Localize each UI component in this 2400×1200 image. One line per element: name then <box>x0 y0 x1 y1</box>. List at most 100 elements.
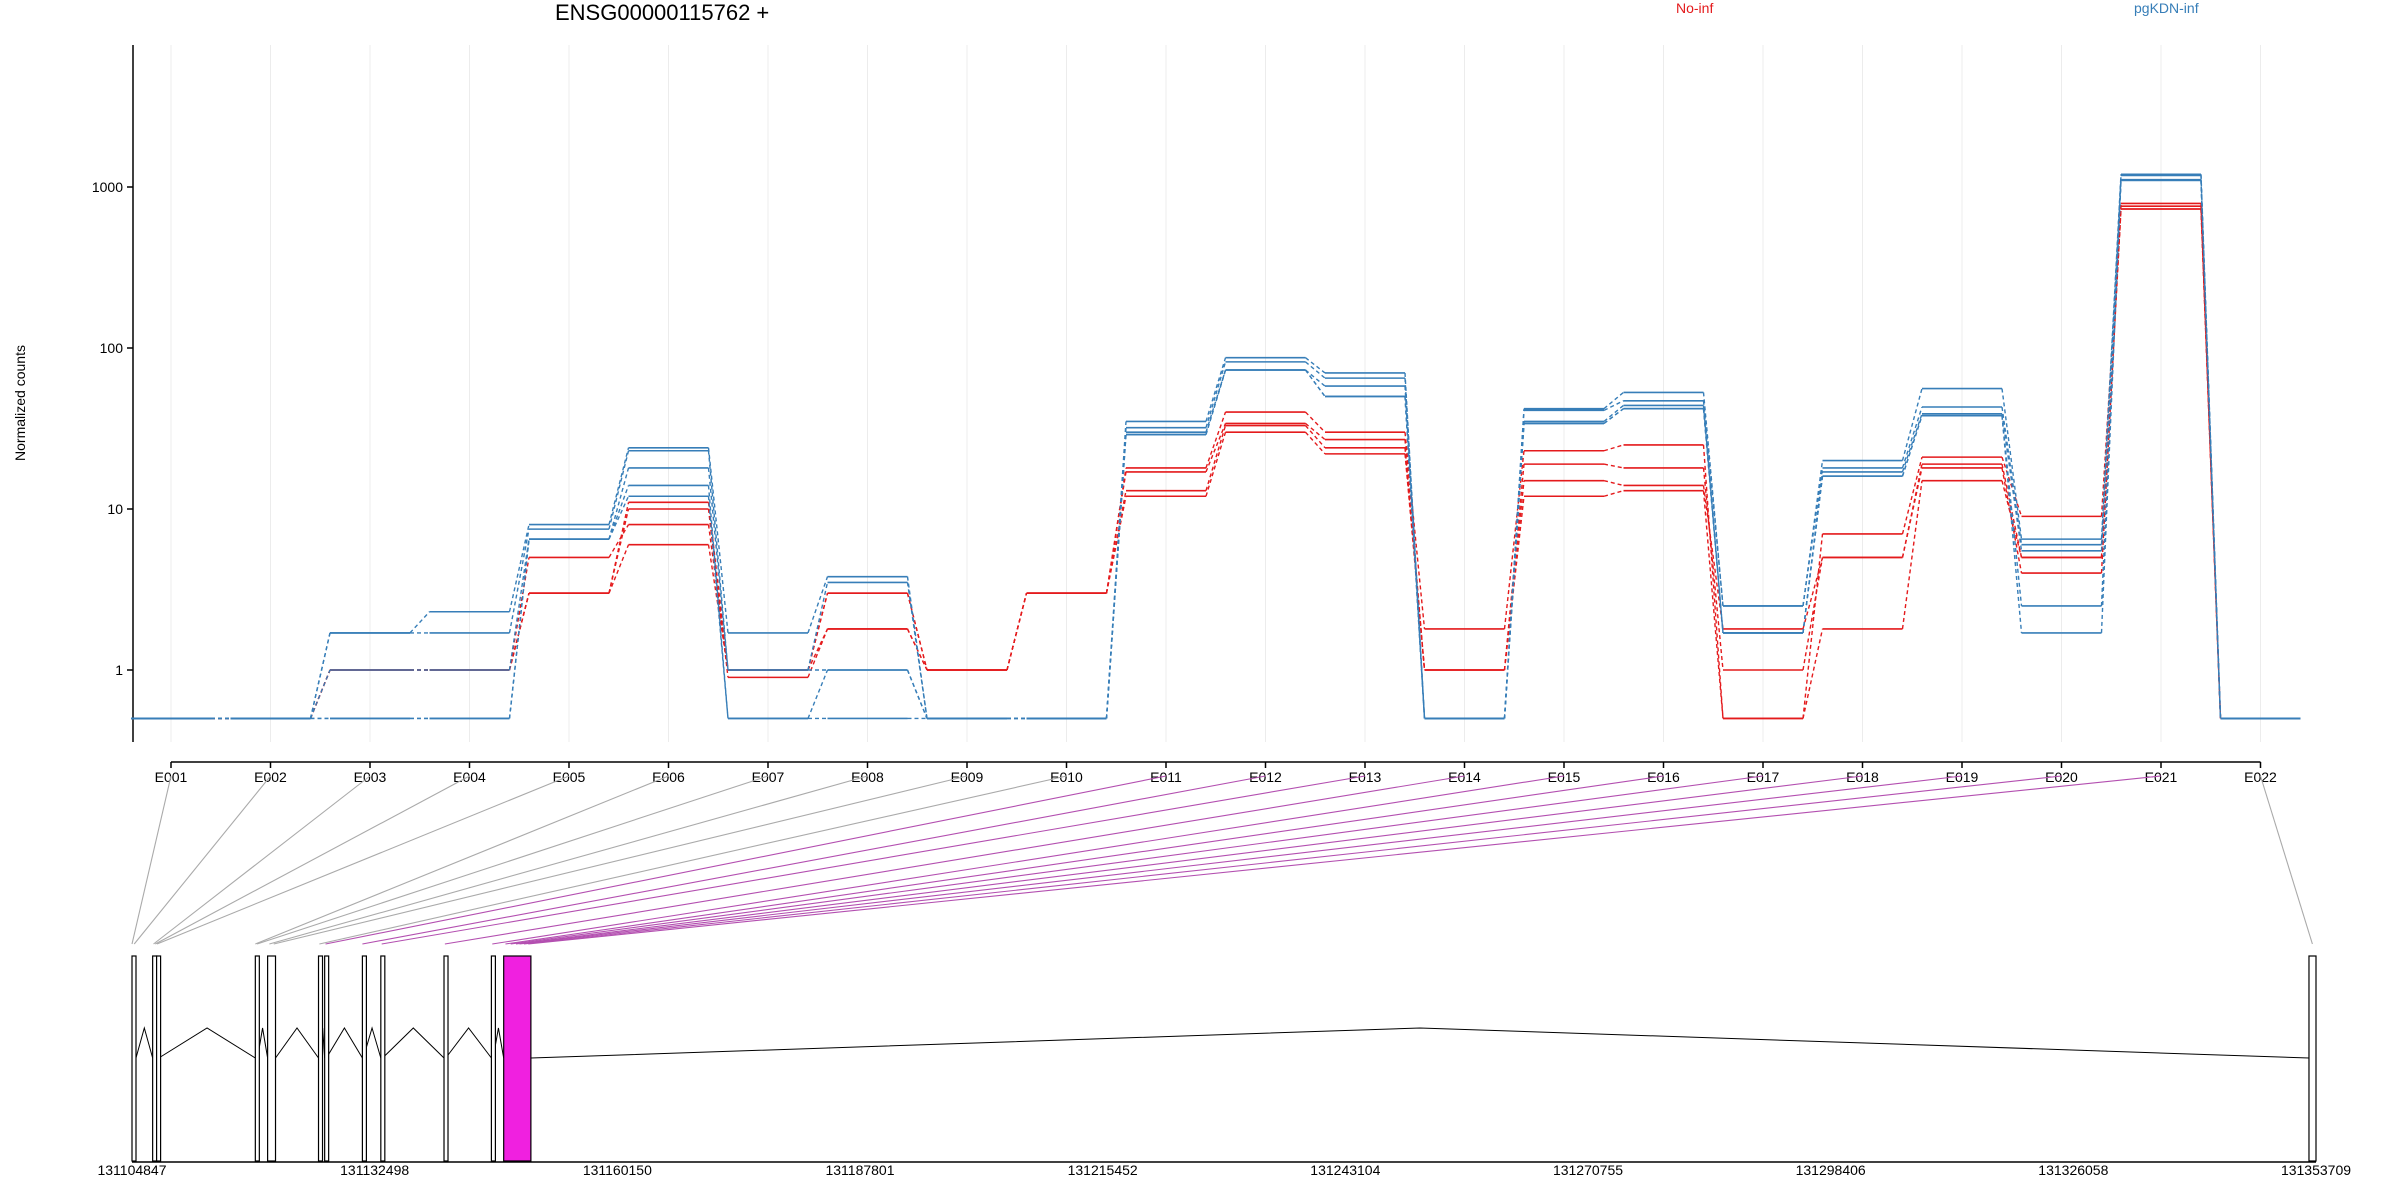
series-connector <box>2001 388 2023 540</box>
series-connector <box>1603 404 1624 422</box>
exon-box <box>361 955 367 1162</box>
series-connector <box>807 628 829 671</box>
exon-box <box>490 955 497 1162</box>
exon-link <box>255 775 669 945</box>
exon-link <box>256 775 769 945</box>
series-connector <box>2001 406 2023 545</box>
intron <box>135 1026 154 1059</box>
genomic-tick-label: 131187801 <box>825 1162 894 1178</box>
y-tick-label: 10 <box>107 501 123 517</box>
series-connector <box>1603 400 1624 411</box>
exon-link <box>528 775 2162 945</box>
series-pgkdn-inf-6 <box>131 174 2301 720</box>
exon-box <box>155 955 162 1162</box>
series-pgkdn-inf-5 <box>131 173 2301 720</box>
x-tick-label-e016: E016 <box>1647 769 1680 785</box>
series-connector <box>2100 180 2122 633</box>
series-connector <box>2001 415 2023 633</box>
exon-box <box>380 955 386 1162</box>
exon-highlight <box>503 955 532 1162</box>
x-tick-label-e010: E010 <box>1050 769 1083 785</box>
series-connector <box>807 593 829 671</box>
series-pgkdn-inf-9 <box>131 179 2301 720</box>
y-tick-label: 1000 <box>92 179 123 195</box>
y-tick-label: 1 <box>115 662 123 678</box>
series-connector <box>1702 444 1724 719</box>
intron <box>325 1027 363 1059</box>
series-connector <box>608 495 630 540</box>
series-connector <box>2200 180 2222 719</box>
exon-box <box>131 955 137 1162</box>
series-connector <box>906 582 928 719</box>
series-connector <box>1205 423 1227 473</box>
series-connector <box>1404 432 1426 629</box>
series-connector <box>1901 480 1923 629</box>
exon-box <box>443 955 449 1162</box>
genomic-tick-label: 131160150 <box>583 1162 652 1178</box>
series-connector <box>1901 415 1923 477</box>
series-connector <box>1702 400 1724 606</box>
exon-box <box>254 955 260 1162</box>
intron <box>530 1027 2309 1059</box>
genomic-tick-label: 131270755 <box>1553 1162 1623 1178</box>
series-connector <box>508 528 530 634</box>
exon-link <box>269 775 868 945</box>
series-connector <box>1603 408 1624 424</box>
series-connector <box>1304 431 1326 455</box>
x-tick-label-e012: E012 <box>1249 769 1282 785</box>
x-tick-label-e017: E017 <box>1747 769 1780 785</box>
x-tick-label-e018: E018 <box>1846 769 1879 785</box>
genomic-tick-label: 131326058 <box>2038 1162 2108 1178</box>
genomic-tick-label: 131243104 <box>1310 1162 1380 1178</box>
series-connector <box>1404 396 1426 719</box>
exon-link <box>515 775 1863 945</box>
series-connector <box>1205 357 1227 422</box>
exon-link <box>492 775 1565 945</box>
series-connector <box>1901 406 1923 469</box>
x-tick-label-e006: E006 <box>652 769 685 785</box>
series-connector <box>1305 357 1326 374</box>
series-connector <box>1503 423 1525 719</box>
series-connector <box>1603 463 1624 469</box>
series-connector <box>1006 593 1028 671</box>
exon-link <box>153 775 371 945</box>
exon-link <box>155 775 470 945</box>
x-tick-label-e015: E015 <box>1548 769 1581 785</box>
exon-box <box>2308 955 2317 1162</box>
series-connector <box>608 544 630 594</box>
x-tick-label-e014: E014 <box>1448 769 1481 785</box>
series-connector <box>608 502 630 594</box>
exon-link <box>362 775 1266 945</box>
series-connector <box>1901 467 1923 558</box>
series-connector <box>1901 413 1923 473</box>
legend-pgkdn-inf: pgKDN-inf <box>2134 0 2199 16</box>
series-connector <box>1105 496 1127 594</box>
intron <box>158 1027 256 1059</box>
series-connector <box>807 576 829 634</box>
series-connector <box>309 669 331 719</box>
series-connector <box>1205 361 1227 428</box>
x-tick-label-e020: E020 <box>2045 769 2078 785</box>
series-connector <box>1603 444 1624 452</box>
series-connector <box>409 611 431 634</box>
series-connector <box>807 669 829 719</box>
series-connector <box>1702 408 1724 633</box>
legend-no-inf: No-inf <box>1676 0 1714 16</box>
x-tick-label-e013: E013 <box>1349 769 1382 785</box>
series-connector <box>1802 628 1824 719</box>
x-tick-label-e007: E007 <box>752 769 785 785</box>
series-connector <box>608 467 630 540</box>
series-connector <box>608 524 630 558</box>
x-tick-label-e009: E009 <box>951 769 984 785</box>
intron <box>445 1027 492 1059</box>
x-tick-label-e003: E003 <box>354 769 387 785</box>
series-connector <box>1006 593 1028 671</box>
exon-link <box>523 775 2062 945</box>
series-connector <box>1802 467 1824 607</box>
genomic-tick-label: 131215452 <box>1068 1162 1138 1178</box>
series-connector <box>1702 485 1724 629</box>
exon-link <box>133 775 271 945</box>
x-tick-label-e011: E011 <box>1150 769 1182 785</box>
x-tick-label-e002: E002 <box>254 769 287 785</box>
